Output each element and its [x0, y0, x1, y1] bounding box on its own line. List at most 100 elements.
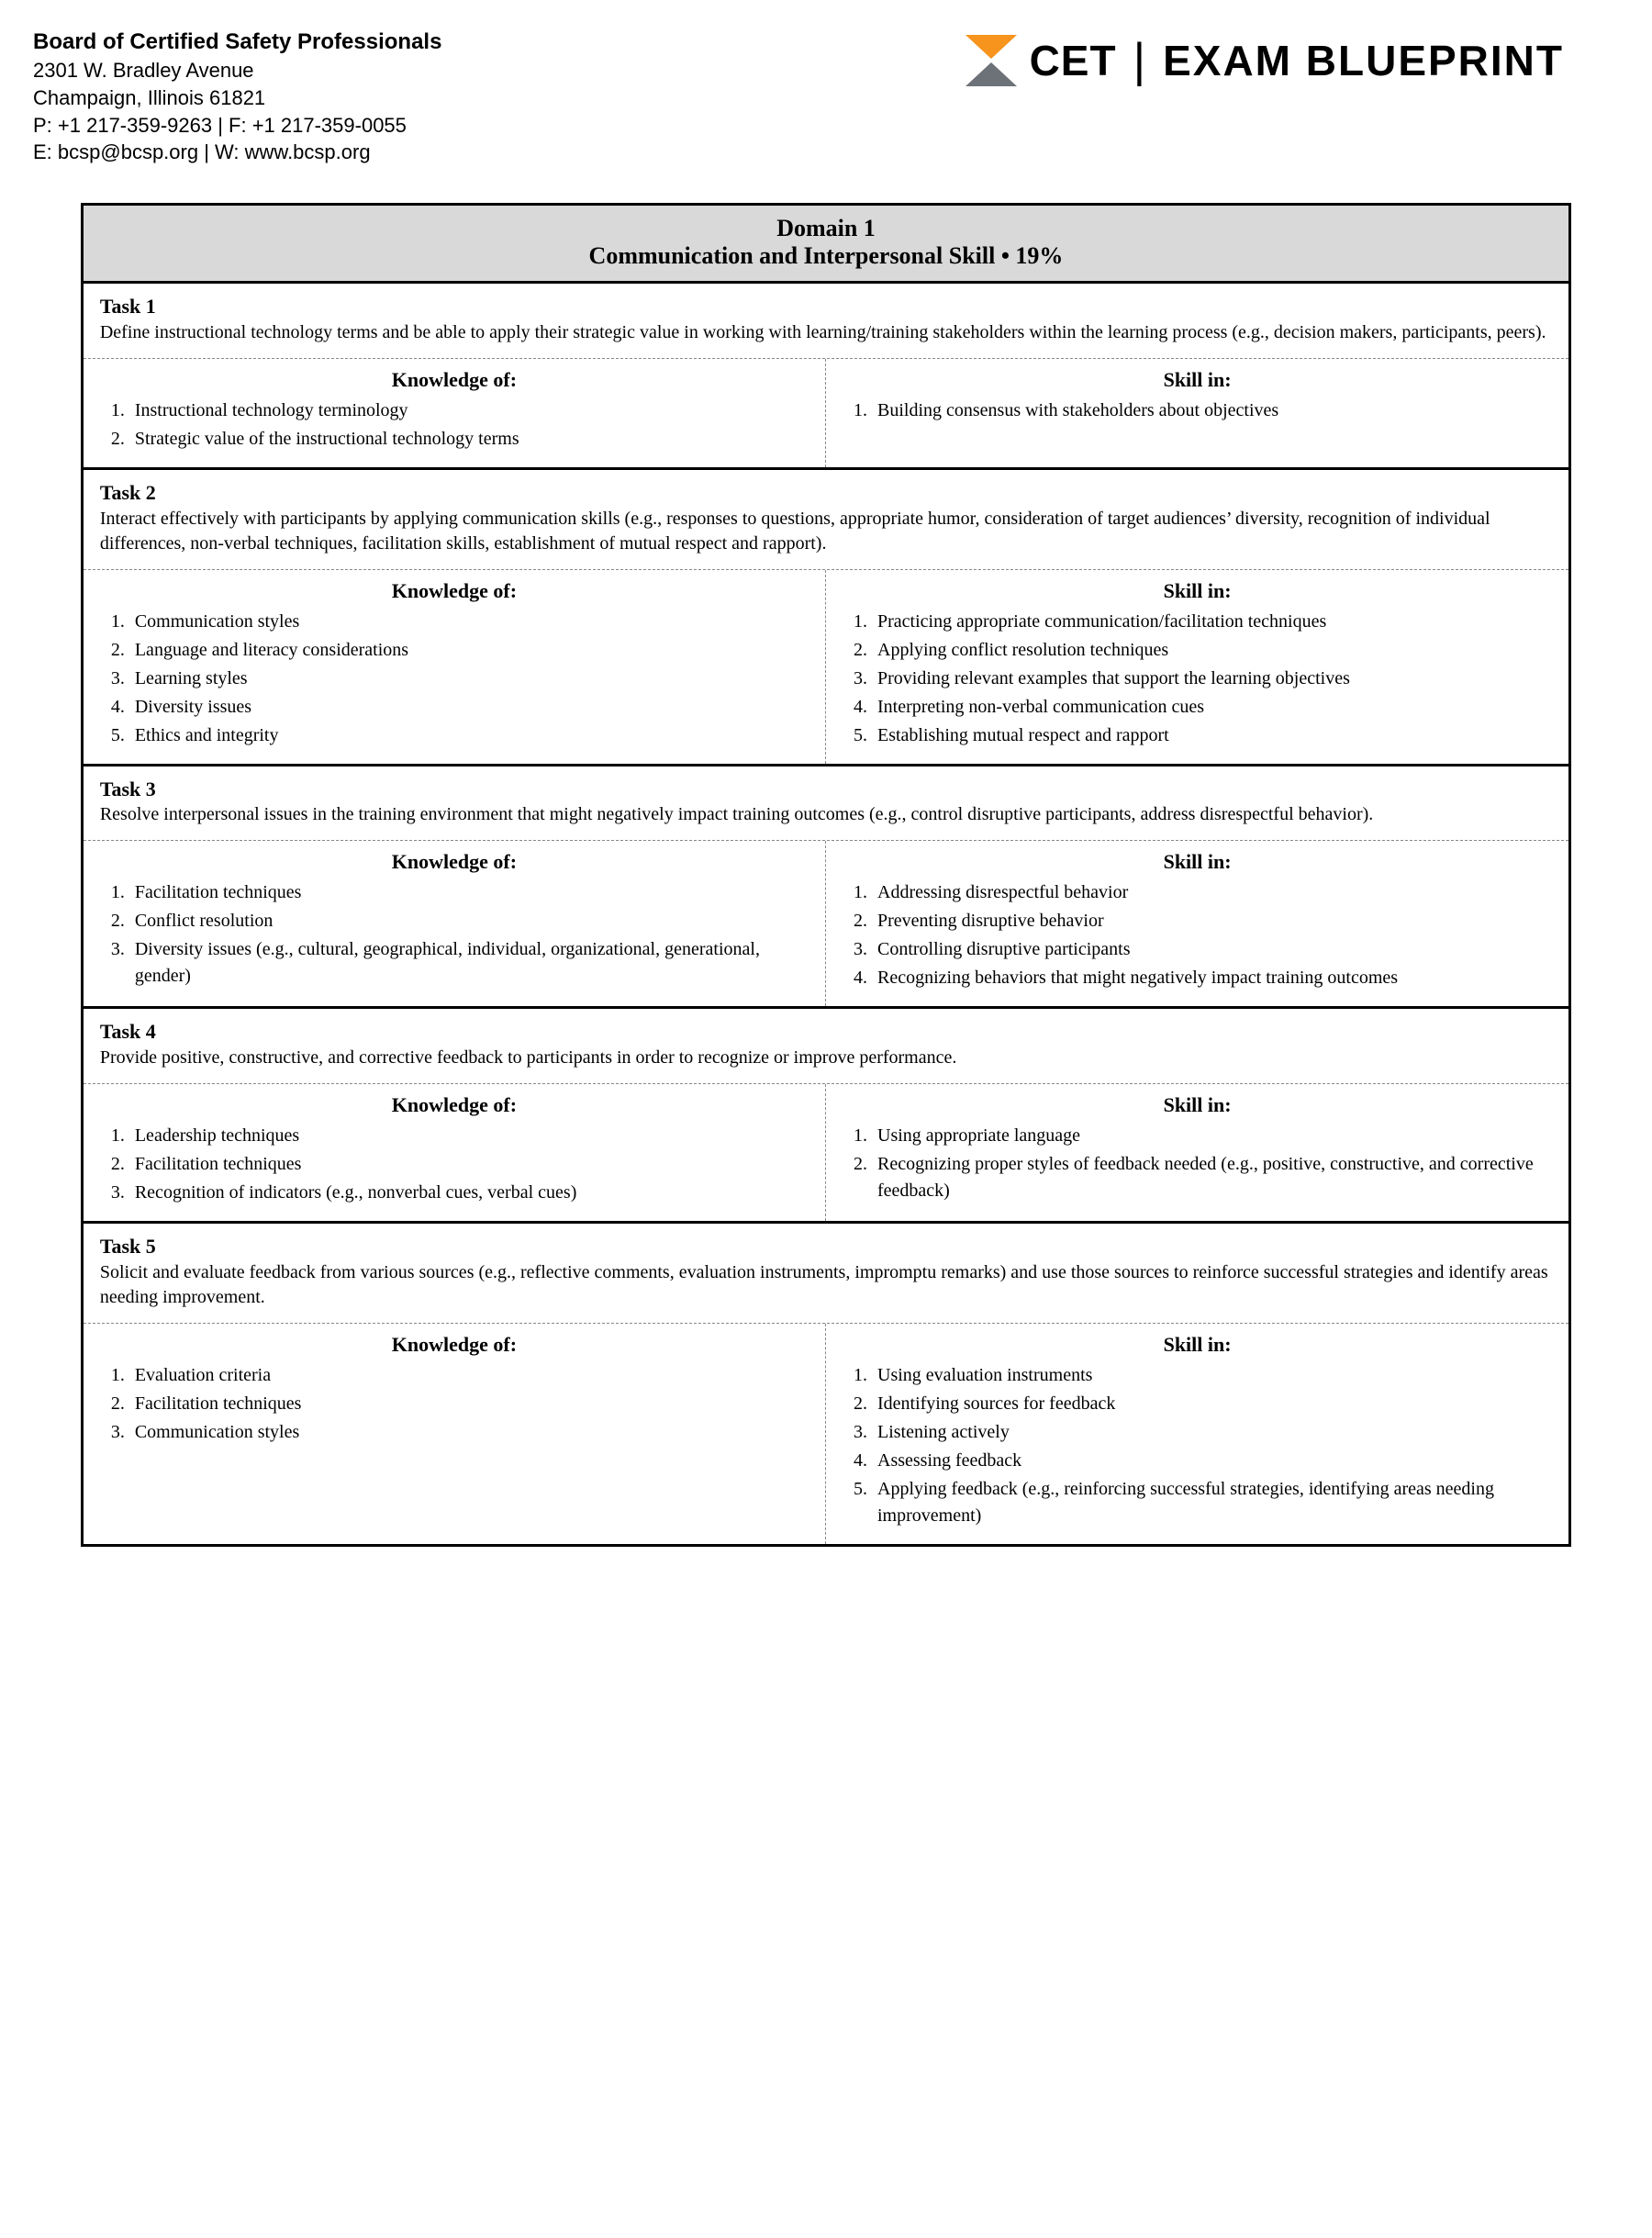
- knowledge-skill-row: Knowledge of: Facilitation techniquesConf…: [84, 841, 1568, 1006]
- skill-list: Using appropriate languageRecognizing pr…: [843, 1123, 1552, 1204]
- knowledge-item: Facilitation techniques: [129, 879, 809, 906]
- domain-line2: Communication and Interpersonal Skill • …: [95, 242, 1557, 270]
- task-text: Interact effectively with participants b…: [100, 507, 1552, 556]
- knowledge-item: Recognition of indicators (e.g., nonverb…: [129, 1180, 809, 1206]
- knowledge-list: Facilitation techniquesConflict resoluti…: [100, 879, 809, 990]
- skill-item: Interpreting non-verbal communication cu…: [872, 694, 1552, 721]
- org-contact: E: bcsp@bcsp.org | W: www.bcsp.org: [33, 139, 441, 166]
- skill-item: Assessing feedback: [872, 1448, 1552, 1474]
- knowledge-col: Knowledge of:Evaluation criteriaFacilita…: [84, 1324, 826, 1544]
- skill-col: Skill in: Using appropriate languageRecog…: [826, 1084, 1568, 1221]
- task-block: Task 1Define instructional technology te…: [84, 284, 1568, 470]
- task-desc: Task 1Define instructional technology te…: [84, 284, 1568, 359]
- skill-item: Applying feedback (e.g., reinforcing suc…: [872, 1476, 1552, 1529]
- skill-col: Skill in: Building consensus with stakeho…: [826, 359, 1568, 467]
- logo-block: CET | EXAM BLUEPRINT: [966, 33, 1564, 88]
- knowledge-list: Instructional technology terminologyStra…: [100, 397, 809, 453]
- task-title: Task 3: [100, 776, 1552, 803]
- skill-heading: Skill in:: [843, 1333, 1552, 1357]
- knowledge-col: Knowledge of: Leadership techniquesFacili…: [84, 1084, 826, 1221]
- knowledge-item: Ethics and integrity: [129, 722, 809, 749]
- knowledge-heading: Knowledge of:: [100, 579, 809, 603]
- knowledge-item: Diversity issues: [129, 694, 809, 721]
- skill-item: Preventing disruptive behavior: [872, 908, 1552, 934]
- knowledge-heading: Knowledge of:: [100, 850, 809, 874]
- logo-blueprint: EXAM BLUEPRINT: [1163, 36, 1564, 85]
- skill-heading: Skill in:: [843, 368, 1552, 392]
- knowledge-skill-row: Knowledge of: Leadership techniquesFacili…: [84, 1084, 1568, 1221]
- knowledge-item: Facilitation techniques: [129, 1151, 809, 1178]
- skill-item: Listening actively: [872, 1419, 1552, 1446]
- knowledge-col: Knowledge of: Instructional technology te…: [84, 359, 826, 467]
- logo-mark-icon: [966, 35, 1017, 86]
- domain-line1: Domain 1: [95, 215, 1557, 242]
- skill-heading: Skill in:: [843, 850, 1552, 874]
- knowledge-skill-row: Knowledge of:Evaluation criteriaFacilita…: [84, 1324, 1568, 1544]
- skill-col: Skill in: Practicing appropriate communic…: [826, 570, 1568, 764]
- knowledge-heading: Knowledge of:: [100, 368, 809, 392]
- knowledge-list: Evaluation criteriaFacilitation techniqu…: [100, 1362, 809, 1446]
- skill-item: Recognizing proper styles of feedback ne…: [872, 1151, 1552, 1204]
- knowledge-heading: Knowledge of:: [100, 1093, 809, 1117]
- skill-col: Skill in: Using evaluation instrumentsIde…: [826, 1324, 1568, 1544]
- logo-cet: CET: [1030, 36, 1117, 85]
- knowledge-item: Language and literacy considerations: [129, 637, 809, 664]
- skill-item: Using appropriate language: [872, 1123, 1552, 1149]
- domain-header: Domain 1 Communication and Interpersonal…: [84, 206, 1568, 284]
- skill-item: Recognizing behaviors that might negativ…: [872, 965, 1552, 991]
- skill-item: Providing relevant examples that support…: [872, 666, 1552, 692]
- knowledge-item: Leadership techniques: [129, 1123, 809, 1149]
- task-title: Task 5: [100, 1233, 1552, 1260]
- org-addr1: 2301 W. Bradley Avenue: [33, 57, 441, 84]
- skill-item: Using evaluation instruments: [872, 1362, 1552, 1389]
- task-block: Task 2Interact effectively with particip…: [84, 470, 1568, 767]
- knowledge-item: Evaluation criteria: [129, 1362, 809, 1389]
- skill-item: Applying conflict resolution techniques: [872, 637, 1552, 664]
- skill-list: Addressing disrespectful behaviorPrevent…: [843, 879, 1552, 991]
- page-header: Board of Certified Safety Professionals …: [33, 28, 1619, 166]
- domain-table: Domain 1 Communication and Interpersonal…: [81, 203, 1571, 1546]
- knowledge-item: Communication styles: [129, 609, 809, 635]
- org-name: Board of Certified Safety Professionals: [33, 28, 441, 57]
- skill-heading: Skill in:: [843, 1093, 1552, 1117]
- knowledge-list: Communication stylesLanguage and literac…: [100, 609, 809, 749]
- skill-list: Building consensus with stakeholders abo…: [843, 397, 1552, 424]
- knowledge-item: Facilitation techniques: [129, 1391, 809, 1417]
- skill-item: Building consensus with stakeholders abo…: [872, 397, 1552, 424]
- knowledge-col: Knowledge of: Communication stylesLanguag…: [84, 570, 826, 764]
- skill-item: Addressing disrespectful behavior: [872, 879, 1552, 906]
- task-desc: Task 4Provide positive, constructive, an…: [84, 1009, 1568, 1084]
- skill-item: Establishing mutual respect and rapport: [872, 722, 1552, 749]
- task-desc: Task 5Solicit and evaluate feedback from…: [84, 1224, 1568, 1324]
- org-addr2: Champaign, Illinois 61821: [33, 84, 441, 112]
- knowledge-item: Diversity issues (e.g., cultural, geogra…: [129, 936, 809, 990]
- skill-col: Skill in: Addressing disrespectful behavi…: [826, 841, 1568, 1006]
- task-block: Task 5Solicit and evaluate feedback from…: [84, 1224, 1568, 1544]
- knowledge-item: Learning styles: [129, 666, 809, 692]
- knowledge-list: Leadership techniquesFacilitation techni…: [100, 1123, 809, 1206]
- skill-heading: Skill in:: [843, 579, 1552, 603]
- task-desc: Task 2Interact effectively with particip…: [84, 470, 1568, 570]
- task-text: Define instructional technology terms an…: [100, 320, 1552, 345]
- skill-item: Controlling disruptive participants: [872, 936, 1552, 963]
- knowledge-item: Conflict resolution: [129, 908, 809, 934]
- org-phones: P: +1 217-359-9263 | F: +1 217-359-0055: [33, 112, 441, 140]
- task-block: Task 3Resolve interpersonal issues in th…: [84, 767, 1568, 1010]
- skill-item: Practicing appropriate communication/fac…: [872, 609, 1552, 635]
- knowledge-item: Communication styles: [129, 1419, 809, 1446]
- task-block: Task 4Provide positive, constructive, an…: [84, 1009, 1568, 1224]
- task-title: Task 1: [100, 293, 1552, 320]
- task-text: Resolve interpersonal issues in the trai…: [100, 802, 1552, 827]
- skill-list: Using evaluation instrumentsIdentifying …: [843, 1362, 1552, 1529]
- org-block: Board of Certified Safety Professionals …: [33, 28, 441, 166]
- task-desc: Task 3Resolve interpersonal issues in th…: [84, 767, 1568, 842]
- skill-item: Identifying sources for feedback: [872, 1391, 1552, 1417]
- logo-text: CET | EXAM BLUEPRINT: [1030, 33, 1564, 88]
- task-text: Solicit and evaluate feedback from vario…: [100, 1260, 1552, 1310]
- knowledge-skill-row: Knowledge of: Communication stylesLanguag…: [84, 570, 1568, 764]
- knowledge-item: Instructional technology terminology: [129, 397, 809, 424]
- task-text: Provide positive, constructive, and corr…: [100, 1046, 1552, 1070]
- logo-divider: |: [1133, 33, 1147, 88]
- task-title: Task 2: [100, 479, 1552, 507]
- knowledge-skill-row: Knowledge of: Instructional technology te…: [84, 359, 1568, 467]
